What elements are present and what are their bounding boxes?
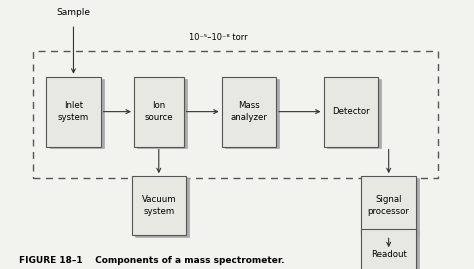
Text: 10⁻⁵–10⁻⁸ torr: 10⁻⁵–10⁻⁸ torr — [189, 33, 247, 42]
Bar — [323, 77, 378, 147]
Bar — [361, 176, 416, 235]
Text: Detector: Detector — [332, 107, 370, 116]
Text: Sample: Sample — [56, 9, 91, 17]
Text: Mass
analyzer: Mass analyzer — [230, 101, 267, 122]
Text: Vacuum
system: Vacuum system — [141, 195, 176, 216]
Bar — [221, 77, 276, 147]
Bar — [137, 79, 187, 148]
Bar — [49, 79, 104, 148]
Bar — [225, 79, 279, 148]
Bar — [46, 77, 101, 147]
Bar — [327, 79, 381, 148]
Bar — [365, 178, 419, 237]
Bar — [134, 77, 183, 147]
Text: FIGURE 18–1    Components of a mass spectrometer.: FIGURE 18–1 Components of a mass spectro… — [19, 256, 284, 265]
Bar — [365, 231, 419, 269]
Bar — [33, 51, 438, 178]
Bar — [135, 178, 189, 237]
Text: Inlet
system: Inlet system — [58, 101, 89, 122]
Text: Ion
source: Ion source — [145, 101, 173, 122]
Text: Readout: Readout — [371, 250, 407, 259]
Bar — [132, 176, 186, 235]
Bar — [361, 229, 416, 269]
Text: Signal
processor: Signal processor — [368, 195, 410, 216]
